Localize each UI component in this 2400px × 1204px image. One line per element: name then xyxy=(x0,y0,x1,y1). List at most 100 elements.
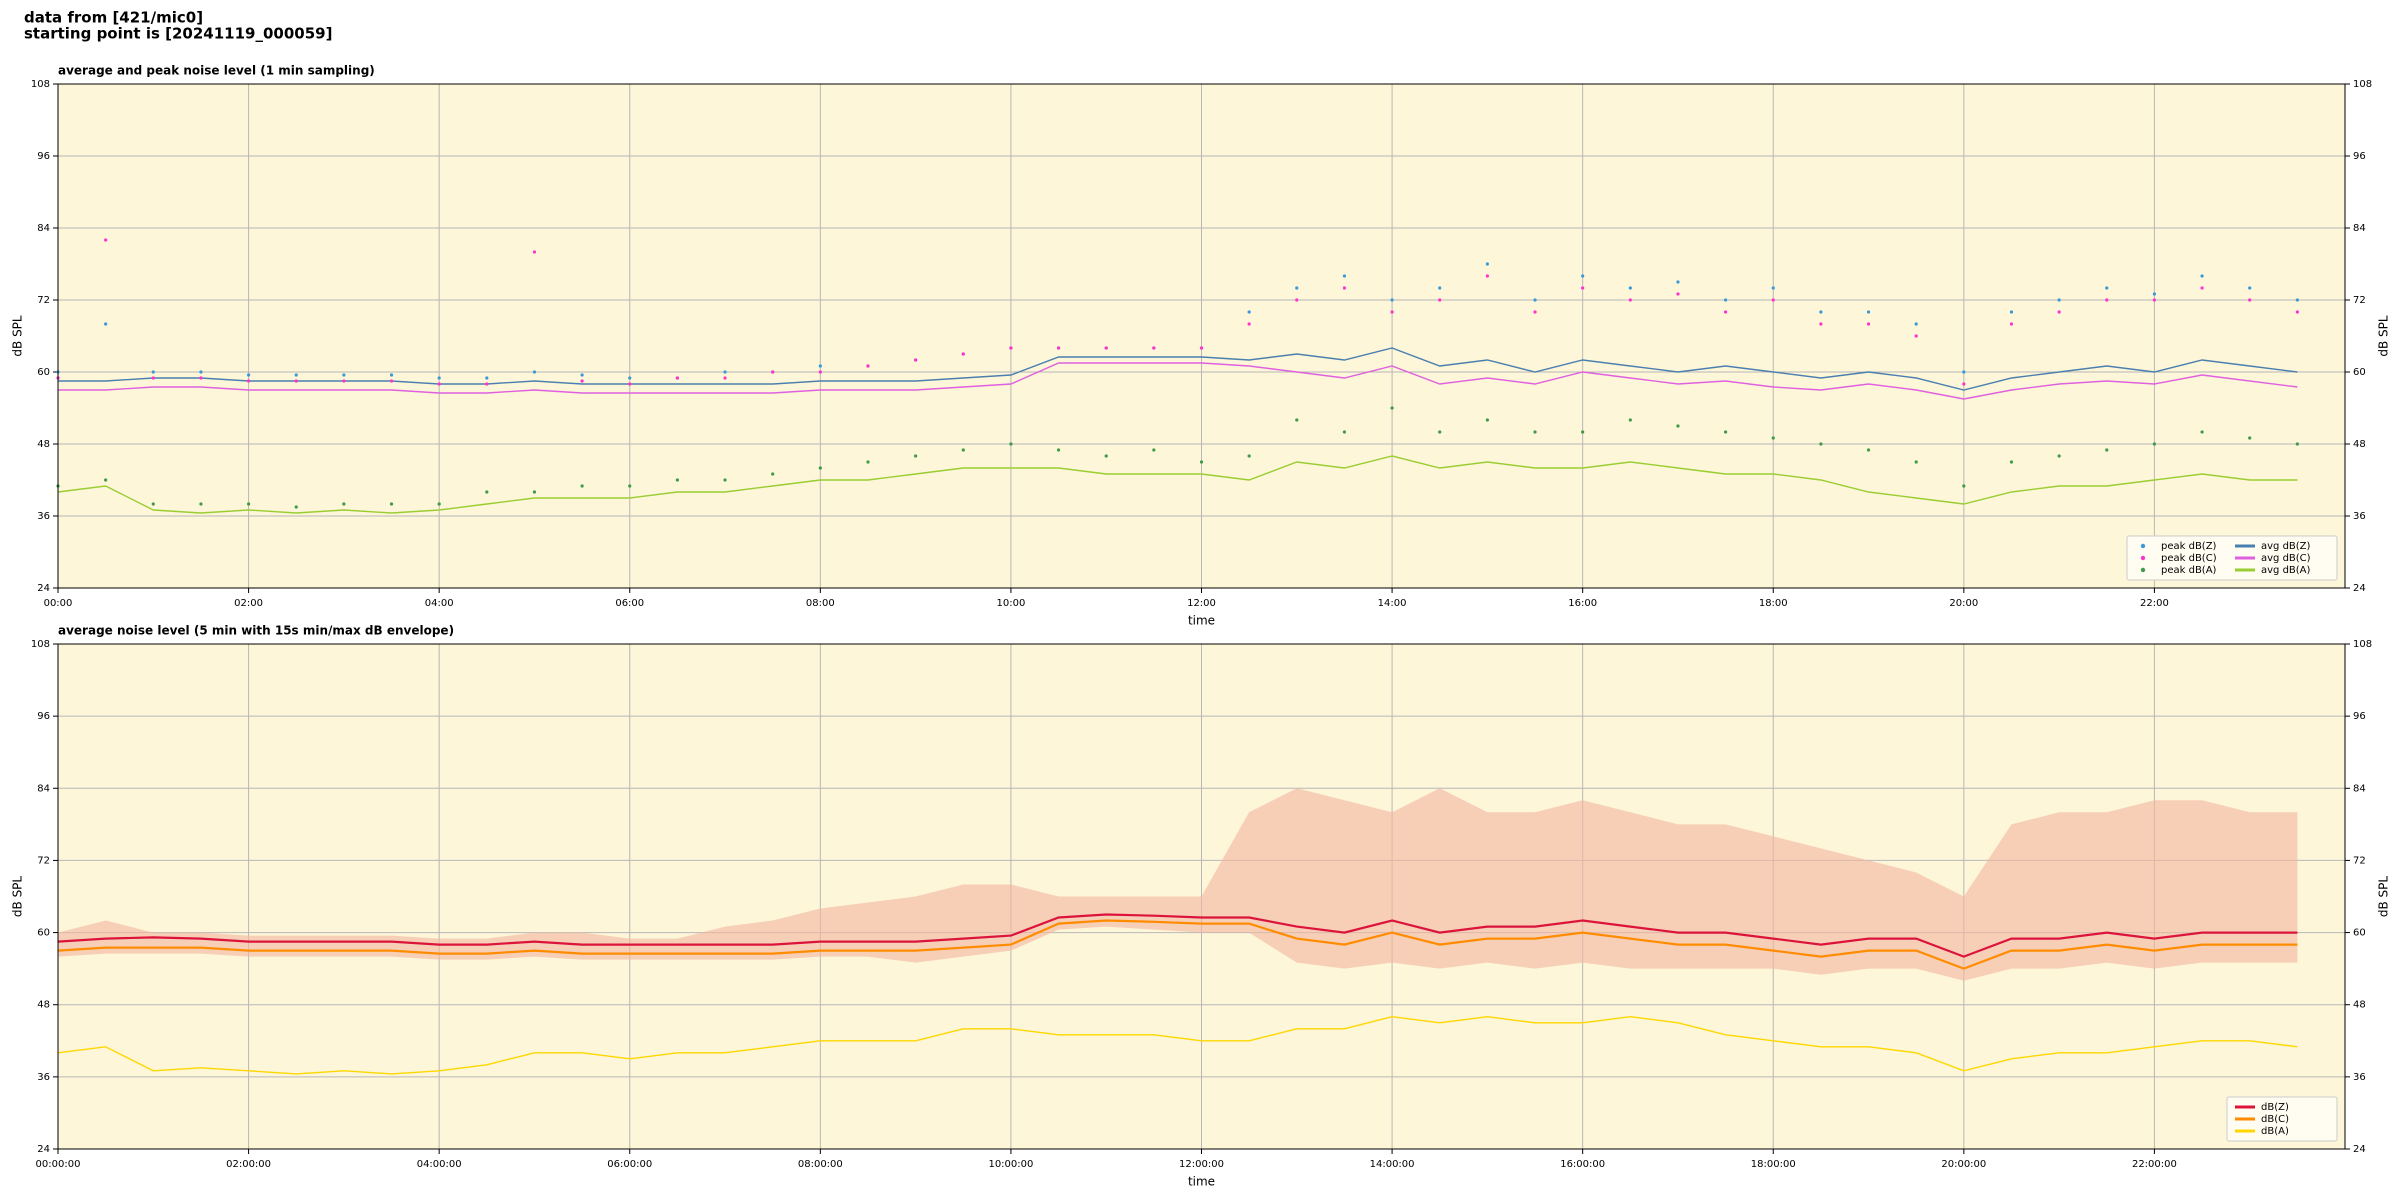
peak-dot xyxy=(246,379,251,383)
peak-dot xyxy=(723,376,727,380)
peak-dot xyxy=(1533,310,1537,314)
peak-dot xyxy=(2248,298,2252,302)
peak-dot xyxy=(485,376,489,380)
legend-marker xyxy=(2140,543,2146,549)
y-tick-label: 36 xyxy=(2353,511,2366,522)
header-source: data from [421/mic0] xyxy=(24,9,203,27)
peak-dot xyxy=(2295,298,2299,302)
series-line xyxy=(57,1015,2298,1075)
x-tick-label: 22:00:00 xyxy=(2132,1159,2177,1170)
x-tick-label: 04:00:00 xyxy=(417,1159,462,1170)
peak-dot xyxy=(294,379,298,383)
legend-label: dB(Z) xyxy=(2261,1102,2289,1113)
x-tick-label: 06:00 xyxy=(615,598,644,609)
y-tick-label: 60 xyxy=(37,928,50,939)
peak-dot xyxy=(2152,442,2157,446)
x-tick-label: 00:00:00 xyxy=(36,1159,81,1170)
peak-dot xyxy=(1628,286,1632,290)
peak-dot xyxy=(1819,322,1823,326)
peak-dot xyxy=(246,502,251,506)
legend-box xyxy=(2126,535,2338,581)
peak-dot xyxy=(1295,286,1299,290)
peak-dot xyxy=(1866,310,1871,314)
y-tick-label: 96 xyxy=(2353,711,2366,722)
y-axis-label: dB SPL xyxy=(2377,315,2391,357)
peak-dot xyxy=(1962,382,1966,386)
y-tick-label: 84 xyxy=(37,223,50,234)
y-tick-label: 96 xyxy=(37,711,50,722)
y-tick-label: 108 xyxy=(2353,79,2372,90)
y-tick-label: 24 xyxy=(37,583,50,594)
peak-dot xyxy=(1724,298,1728,302)
peak-dot xyxy=(2200,430,2204,434)
peak-dot xyxy=(723,370,727,374)
plot-frame xyxy=(57,643,2346,1150)
x-tick-label: 14:00 xyxy=(1378,598,1407,609)
peak-dot xyxy=(1485,418,1489,422)
peak-dot xyxy=(1056,346,1061,350)
y-tick-label: 48 xyxy=(2353,1000,2366,1011)
peak-dot xyxy=(2248,436,2252,440)
peak-dot xyxy=(1771,298,1775,302)
peak-dot xyxy=(1628,418,1632,422)
peak-dot xyxy=(1819,310,1823,314)
peak-dot xyxy=(342,373,346,377)
peak-dot xyxy=(1438,298,1442,302)
x-tick-label: 14:00:00 xyxy=(1370,1159,1415,1170)
peak-dot xyxy=(818,370,822,374)
peak-dot xyxy=(389,379,394,383)
y-axis-label: dB SPL xyxy=(11,876,25,918)
peak-dot xyxy=(151,370,155,374)
peak-dot xyxy=(818,364,822,368)
peak-dot xyxy=(151,502,155,506)
peak-dot xyxy=(104,478,108,482)
x-tick-label: 12:00:00 xyxy=(1179,1159,1224,1170)
peak-dot xyxy=(1152,448,1156,452)
y-tick-label: 72 xyxy=(2353,855,2366,866)
y-tick-label: 24 xyxy=(2353,583,2366,594)
peak-dot xyxy=(2152,292,2157,296)
peak-dot xyxy=(342,379,346,383)
y-tick-label: 84 xyxy=(37,783,50,794)
peak-dot xyxy=(1724,430,1728,434)
peak-dot xyxy=(104,322,108,326)
peak-dot xyxy=(342,502,346,506)
peak-dot xyxy=(628,484,632,488)
peak-dot xyxy=(1914,322,1918,326)
peak-dot xyxy=(1199,460,1204,464)
y-tick-label: 72 xyxy=(2353,295,2366,306)
peak-dot xyxy=(2105,448,2109,452)
peak-dot xyxy=(199,376,203,380)
peak-dot xyxy=(1342,286,1347,290)
peak-dot xyxy=(1819,442,1823,446)
legend-label: dB(C) xyxy=(2261,1114,2289,1125)
peak-dot xyxy=(771,472,775,476)
peak-dot xyxy=(580,379,584,383)
x-tick-label: 18:00 xyxy=(1759,598,1788,609)
legend-label: avg dB(Z) xyxy=(2261,541,2311,552)
peak-dot xyxy=(2248,286,2252,290)
y-tick-label: 24 xyxy=(37,1144,50,1155)
y-tick-label: 96 xyxy=(37,151,50,162)
peak-dot xyxy=(1247,322,1251,326)
peak-dot xyxy=(675,376,679,380)
x-tick-label: 04:00 xyxy=(425,598,454,609)
peak-dot xyxy=(1628,298,1632,302)
y-tick-label: 108 xyxy=(2353,639,2372,650)
series-line xyxy=(57,455,2298,514)
peak-dot xyxy=(1485,274,1489,278)
peak-dot xyxy=(2295,310,2299,314)
legend-label: peak dB(A) xyxy=(2161,565,2217,576)
y-tick-label: 36 xyxy=(37,511,50,522)
peak-dot xyxy=(1056,448,1061,452)
x-tick-label: 02:00:00 xyxy=(226,1159,271,1170)
chart-title: average and peak noise level (1 min samp… xyxy=(58,64,375,78)
envelope-area xyxy=(58,788,2298,981)
peak-dot xyxy=(1152,346,1156,350)
peak-dot xyxy=(389,373,394,377)
peak-dot xyxy=(2009,460,2014,464)
x-tick-label: 08:00:00 xyxy=(798,1159,843,1170)
peak-dot xyxy=(437,502,441,506)
peak-dot xyxy=(389,502,394,506)
